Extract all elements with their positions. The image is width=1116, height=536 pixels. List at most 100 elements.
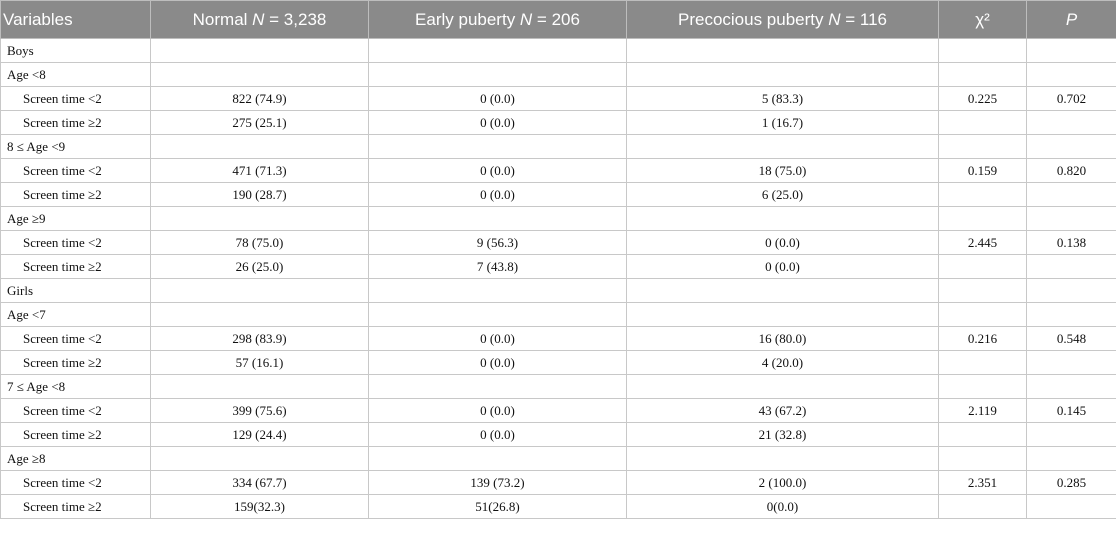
table-row: Screen time <2 78 (75.0) 9 (56.3) 0 (0.0) 2.… — [0, 230, 1116, 255]
cell-early-puberty: 0 (0.0) — [368, 326, 627, 351]
cell-precocious-puberty: 6 (25.0) — [626, 182, 939, 207]
group-row: Age <7 — [0, 302, 1116, 327]
row-label: Screen time ≥2 — [0, 422, 151, 447]
empty-cell — [1026, 206, 1116, 231]
cell-p-value — [1026, 494, 1116, 519]
group-label: Age ≥9 — [0, 206, 151, 231]
cell-p-value — [1026, 422, 1116, 447]
empty-cell — [938, 62, 1027, 87]
cell-chi-square: 2.119 — [938, 398, 1027, 423]
table-row: Screen time ≥2 159(32.3) 51(26.8) 0(0.0) — [0, 494, 1116, 519]
cell-chi-square — [938, 182, 1027, 207]
row-label: Screen time <2 — [0, 86, 151, 111]
cell-p-value: 0.145 — [1026, 398, 1116, 423]
group-row: 8 ≤ Age <9 — [0, 134, 1116, 159]
group-row: 7 ≤ Age <8 — [0, 374, 1116, 399]
cell-precocious-puberty: 16 (80.0) — [626, 326, 939, 351]
empty-cell — [1026, 374, 1116, 399]
cell-p-value: 0.285 — [1026, 470, 1116, 495]
cell-early-puberty: 0 (0.0) — [368, 86, 627, 111]
cell-p-value — [1026, 350, 1116, 375]
cell-chi-square: 2.351 — [938, 470, 1027, 495]
empty-cell — [368, 446, 627, 471]
group-row: Age <8 — [0, 62, 1116, 87]
table-row: Screen time ≥2 26 (25.0) 7 (43.8) 0 (0.0) — [0, 254, 1116, 279]
cell-early-puberty: 0 (0.0) — [368, 398, 627, 423]
empty-cell — [368, 134, 627, 159]
empty-cell — [150, 38, 369, 63]
cell-normal: 26 (25.0) — [150, 254, 369, 279]
table-row: Screen time ≥2 129 (24.4) 0 (0.0) 21 (32.8) — [0, 422, 1116, 447]
empty-cell — [150, 62, 369, 87]
cell-chi-square: 0.216 — [938, 326, 1027, 351]
empty-cell — [150, 206, 369, 231]
group-row: Girls — [0, 278, 1116, 303]
empty-cell — [368, 374, 627, 399]
group-label: Age ≥8 — [0, 446, 151, 471]
row-label: Screen time ≥2 — [0, 494, 151, 519]
cell-p-value — [1026, 110, 1116, 135]
cell-early-puberty: 0 (0.0) — [368, 422, 627, 447]
cell-early-puberty: 0 (0.0) — [368, 110, 627, 135]
row-label: Screen time ≥2 — [0, 350, 151, 375]
group-label: Age <8 — [0, 62, 151, 87]
cell-normal: 190 (28.7) — [150, 182, 369, 207]
cell-precocious-puberty: 0(0.0) — [626, 494, 939, 519]
cell-precocious-puberty: 1 (16.7) — [626, 110, 939, 135]
empty-cell — [626, 38, 939, 63]
cell-normal: 129 (24.4) — [150, 422, 369, 447]
empty-cell — [150, 446, 369, 471]
empty-cell — [938, 446, 1027, 471]
empty-cell — [368, 206, 627, 231]
cell-precocious-puberty: 18 (75.0) — [626, 158, 939, 183]
empty-cell — [1026, 278, 1116, 303]
empty-cell — [626, 206, 939, 231]
header-precocious-puberty: Precocious puberty N = 116 — [626, 0, 939, 39]
empty-cell — [938, 278, 1027, 303]
empty-cell — [938, 206, 1027, 231]
empty-cell — [626, 374, 939, 399]
cell-early-puberty: 0 (0.0) — [368, 158, 627, 183]
empty-cell — [1026, 38, 1116, 63]
cell-normal: 399 (75.6) — [150, 398, 369, 423]
row-label: Screen time <2 — [0, 398, 151, 423]
cell-early-puberty: 0 (0.0) — [368, 350, 627, 375]
cell-early-puberty: 51(26.8) — [368, 494, 627, 519]
cell-chi-square: 0.225 — [938, 86, 1027, 111]
header-chi-square: χ² — [938, 0, 1027, 39]
cell-p-value: 0.702 — [1026, 86, 1116, 111]
header-row: Variables Normal N = 3,238 Early puberty… — [0, 0, 1116, 39]
empty-cell — [938, 302, 1027, 327]
empty-cell — [368, 62, 627, 87]
row-label: Screen time <2 — [0, 230, 151, 255]
empty-cell — [368, 278, 627, 303]
group-row: Age ≥9 — [0, 206, 1116, 231]
cell-normal: 78 (75.0) — [150, 230, 369, 255]
cell-normal: 57 (16.1) — [150, 350, 369, 375]
empty-cell — [938, 374, 1027, 399]
cell-p-value: 0.548 — [1026, 326, 1116, 351]
cell-chi-square: 2.445 — [938, 230, 1027, 255]
header-normal: Normal N = 3,238 — [150, 0, 369, 39]
table-row: Screen time <2 471 (71.3) 0 (0.0) 18 (75.0)… — [0, 158, 1116, 183]
empty-cell — [626, 134, 939, 159]
empty-cell — [150, 278, 369, 303]
cell-precocious-puberty: 0 (0.0) — [626, 254, 939, 279]
cell-chi-square — [938, 110, 1027, 135]
cell-normal: 334 (67.7) — [150, 470, 369, 495]
row-label: Screen time ≥2 — [0, 254, 151, 279]
empty-cell — [150, 302, 369, 327]
empty-cell — [626, 62, 939, 87]
table-row: Screen time ≥2 57 (16.1) 0 (0.0) 4 (20.0) — [0, 350, 1116, 375]
empty-cell — [626, 302, 939, 327]
empty-cell — [626, 446, 939, 471]
group-label: 7 ≤ Age <8 — [0, 374, 151, 399]
empty-cell — [150, 134, 369, 159]
cell-early-puberty: 7 (43.8) — [368, 254, 627, 279]
cell-precocious-puberty: 5 (83.3) — [626, 86, 939, 111]
table-row: Screen time <2 298 (83.9) 0 (0.0) 16 (80.0)… — [0, 326, 1116, 351]
group-label: Boys — [0, 38, 151, 63]
cell-normal: 822 (74.9) — [150, 86, 369, 111]
cell-early-puberty: 9 (56.3) — [368, 230, 627, 255]
cell-precocious-puberty: 2 (100.0) — [626, 470, 939, 495]
